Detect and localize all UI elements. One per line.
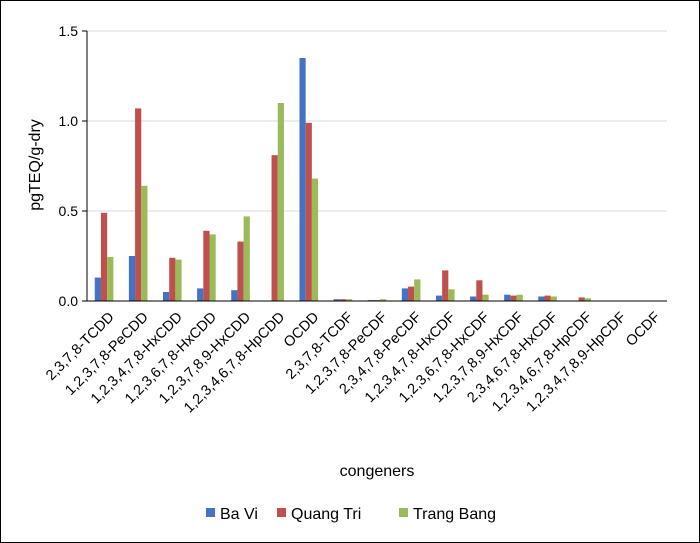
bar-quang-tri [169,257,176,301]
x-tick-labels: 2,3,7,8-TCDD1,2,3,7,8-PeCDD1,2,3,4,7,8-H… [43,309,664,416]
bar-trang-bang [516,294,523,301]
legend-label: Quang Tri [291,506,361,523]
bar-quang-tri [408,286,415,301]
bar-trang-bang [141,185,148,301]
bar-ba-vi [94,277,101,301]
bar-trang-bang [448,289,455,301]
gridlines [82,30,667,302]
y-axis-title: pgTEQ/g-dry [27,119,44,211]
y-tick-label: 0.5 [59,203,79,219]
bar-quang-tri [339,299,346,301]
bar-ba-vi [401,288,409,301]
bar-ba-vi [470,296,477,301]
legend-swatch [399,508,408,517]
y-tick-label: 1.0 [59,113,79,129]
bar-ba-vi [128,256,136,301]
bar-quang-tri [305,122,312,301]
bar-trang-bang [550,296,557,301]
bar-ba-vi [162,292,170,301]
axes [86,31,667,302]
bar-trang-bang [243,216,250,301]
bar-trang-bang [311,178,319,301]
y-tick-label: 0.0 [59,293,79,309]
bar-ba-vi [231,290,238,301]
bar-trang-bang [380,299,387,301]
bar-quang-tri [100,212,108,301]
legend-label: Trang Bang [413,506,496,523]
bar-ba-vi [538,296,545,301]
bar-quang-tri [578,297,585,301]
bar-quang-tri [271,155,278,301]
bar-quang-tri [203,230,210,301]
bar-ba-vi [333,299,340,301]
bar-trang-bang [482,294,489,301]
y-tick-label: 1.5 [59,23,79,39]
bar-quang-tri [237,241,244,301]
legend-label: Ba Vi [220,506,258,523]
bar-trang-bang [584,298,592,301]
bar-trang-bang [175,259,182,301]
bar-trang-bang [277,103,284,301]
x-axis-title: congeners [340,463,415,480]
bar-quang-tri [510,295,517,301]
bar-quang-tri [544,295,551,301]
bar-trang-bang [107,256,114,301]
bar-trang-bang [209,234,216,301]
legend-swatch [277,508,286,517]
bar-quang-tri [442,270,449,301]
bars [94,58,592,302]
bar-ba-vi [435,295,443,301]
bar-quang-tri [476,280,483,301]
x-tick-label: OCDF [623,309,663,349]
legend-swatch [206,508,215,517]
legend: Ba Vi Quang Tri Trang Bang [206,506,496,523]
bar-ba-vi [299,58,306,301]
bar-trang-bang [345,299,353,301]
bar-quang-tri [135,108,142,302]
y-tick-labels: 0.0 0.5 1.0 1.5 [59,23,79,309]
bar-ba-vi [197,288,204,301]
bar-ba-vi [504,294,511,301]
bar-trang-bang [414,279,421,301]
